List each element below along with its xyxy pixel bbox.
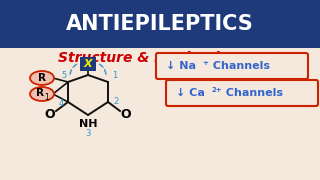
Text: Channels: Channels bbox=[222, 88, 283, 98]
Text: NH: NH bbox=[79, 119, 97, 129]
Ellipse shape bbox=[30, 71, 54, 85]
Text: R: R bbox=[36, 88, 44, 98]
Text: ↓ Na: ↓ Na bbox=[166, 61, 196, 71]
Text: 5: 5 bbox=[61, 71, 67, 80]
Text: 4: 4 bbox=[58, 98, 64, 107]
Text: ↓ Ca: ↓ Ca bbox=[176, 88, 205, 98]
Text: 1: 1 bbox=[112, 71, 118, 80]
Text: 3: 3 bbox=[85, 129, 91, 138]
Ellipse shape bbox=[30, 87, 54, 101]
FancyBboxPatch shape bbox=[166, 80, 318, 106]
Text: 2: 2 bbox=[113, 96, 119, 105]
FancyBboxPatch shape bbox=[156, 53, 308, 79]
Text: 1: 1 bbox=[44, 93, 49, 102]
Text: ANTIEPILEPTICS: ANTIEPILEPTICS bbox=[66, 14, 254, 34]
FancyBboxPatch shape bbox=[0, 0, 320, 48]
Text: +: + bbox=[202, 60, 208, 66]
Text: O: O bbox=[45, 107, 55, 120]
Text: 2+: 2+ bbox=[211, 87, 222, 93]
Text: O: O bbox=[121, 107, 131, 120]
Text: X: X bbox=[84, 59, 92, 69]
FancyBboxPatch shape bbox=[80, 57, 96, 71]
Text: R: R bbox=[38, 73, 46, 83]
Text: Structure & Mechanism: Structure & Mechanism bbox=[58, 51, 242, 65]
Text: Channels: Channels bbox=[209, 61, 270, 71]
